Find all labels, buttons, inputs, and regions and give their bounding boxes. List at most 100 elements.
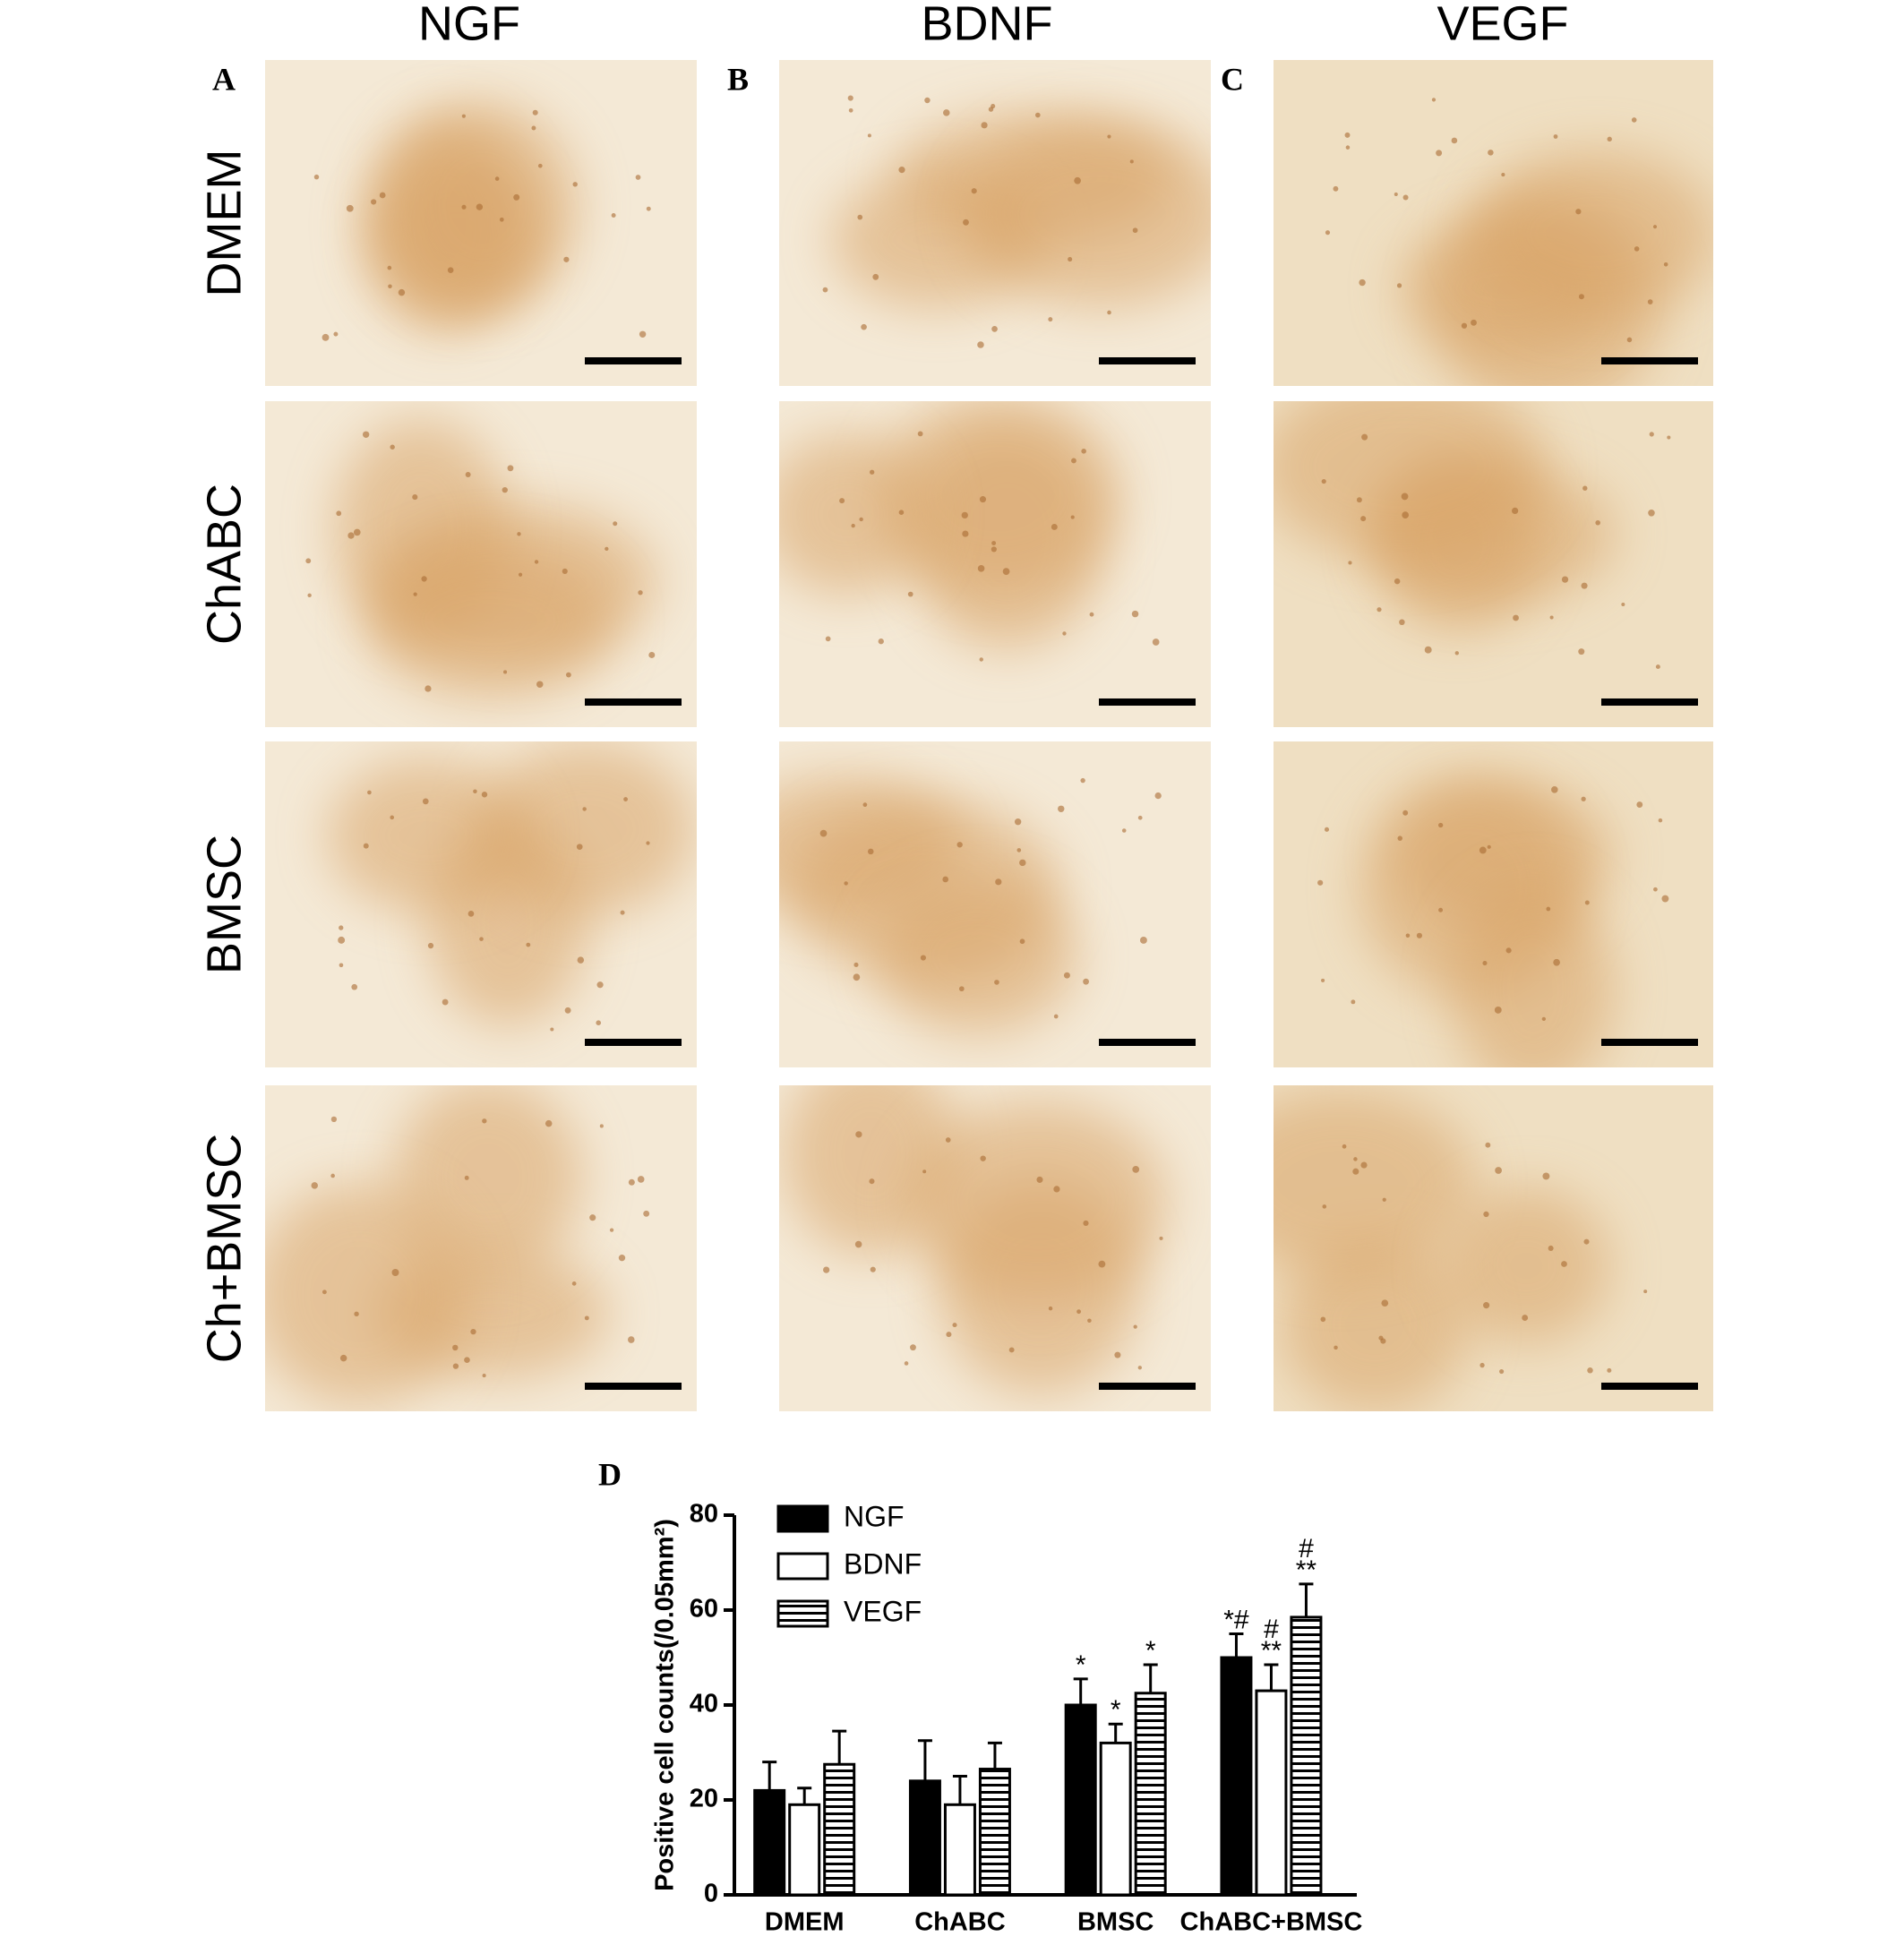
cell: [1649, 432, 1654, 437]
cell: [847, 95, 853, 101]
cell: [872, 273, 879, 280]
cell: [995, 878, 1002, 886]
cell: [563, 256, 570, 262]
stained-region: [906, 1100, 1168, 1303]
cell: [638, 590, 643, 595]
cell: [1382, 1197, 1386, 1202]
cell: [1048, 1306, 1053, 1311]
cell: [1461, 322, 1468, 329]
cell: [1002, 568, 1010, 576]
panel-label: C: [1221, 61, 1244, 97]
cell: [353, 528, 361, 536]
cell: [1014, 818, 1022, 826]
cell: [442, 998, 449, 1006]
cell: [963, 218, 969, 226]
cell: [637, 1176, 645, 1183]
cell: [1321, 978, 1325, 982]
y-tick-label: 40: [690, 1690, 718, 1718]
cell: [1487, 844, 1491, 849]
cell: [1353, 1157, 1358, 1161]
cell: [870, 1266, 876, 1272]
cell: [354, 1311, 359, 1317]
cell: [1114, 1351, 1121, 1358]
cell: [452, 1363, 459, 1369]
cell: [1402, 194, 1409, 201]
cell: [562, 568, 568, 575]
cell: [532, 109, 538, 116]
cell: [979, 657, 983, 662]
stained-region: [1274, 1089, 1476, 1278]
stained-region: [366, 542, 614, 700]
cell: [1361, 433, 1368, 441]
x-tick-label: BMSC: [1077, 1908, 1154, 1937]
micrograph-content: [1274, 1085, 1713, 1411]
row-label: DMEM: [197, 150, 251, 297]
cell: [1333, 185, 1339, 192]
cell: [311, 1182, 318, 1189]
cell: [1129, 159, 1134, 164]
cell: [596, 981, 604, 989]
cell: [494, 176, 500, 181]
cell: [977, 341, 984, 348]
cell: [531, 125, 536, 131]
cell: [857, 214, 863, 220]
cell: [1513, 614, 1519, 621]
cell: [1133, 1324, 1137, 1329]
y-axis-title: Positive cell counts(/0.05mm²): [651, 1519, 680, 1891]
micrograph-content: [779, 60, 1211, 386]
cell: [1325, 230, 1331, 236]
cell: [1479, 846, 1487, 854]
stained-region: [326, 758, 529, 913]
cell: [589, 1214, 596, 1221]
micrograph: [265, 401, 697, 727]
cell: [1008, 1347, 1015, 1353]
stained-region: [779, 433, 933, 595]
cell: [1553, 134, 1558, 139]
cell: [339, 1354, 347, 1362]
cell: [1154, 792, 1162, 800]
cell: [867, 848, 874, 855]
cell: [1051, 523, 1058, 530]
cell: [853, 973, 861, 981]
cell: [1584, 900, 1590, 905]
cell: [867, 133, 871, 138]
cell: [904, 1361, 909, 1366]
cell: [1405, 933, 1411, 938]
cell: [1076, 1309, 1082, 1315]
cell: [1648, 510, 1655, 517]
cell: [596, 1020, 602, 1025]
micrograph: [779, 741, 1211, 1067]
cell: [1561, 1261, 1567, 1267]
scale-bar: [1601, 1383, 1698, 1390]
cell: [1083, 1220, 1089, 1227]
cell: [961, 511, 968, 519]
cell: [988, 107, 994, 112]
cell: [1581, 796, 1586, 801]
significance-marker: **: [1261, 1636, 1282, 1666]
cell: [1080, 777, 1085, 784]
significance-marker: **: [1296, 1555, 1317, 1585]
cell: [1501, 173, 1505, 177]
cell: [1070, 515, 1075, 519]
cell: [507, 465, 514, 472]
cell: [870, 469, 875, 475]
cell: [599, 1124, 604, 1128]
cell: [853, 962, 859, 968]
significance-marker: #: [1264, 1615, 1279, 1644]
cell: [1636, 801, 1643, 808]
cell: [613, 521, 618, 527]
cell: [1139, 937, 1147, 944]
cell: [1488, 150, 1494, 156]
cell: [1107, 134, 1111, 139]
cell: [922, 1170, 927, 1174]
cell: [387, 265, 392, 270]
micrograph-content: [779, 741, 1211, 1067]
cell: [339, 963, 344, 968]
cell: [1454, 651, 1459, 655]
cell: [924, 97, 931, 104]
cell: [991, 541, 997, 545]
micrograph: [779, 401, 1211, 727]
bar: [788, 1803, 821, 1897]
cell: [898, 510, 905, 515]
cell: [1360, 516, 1367, 522]
